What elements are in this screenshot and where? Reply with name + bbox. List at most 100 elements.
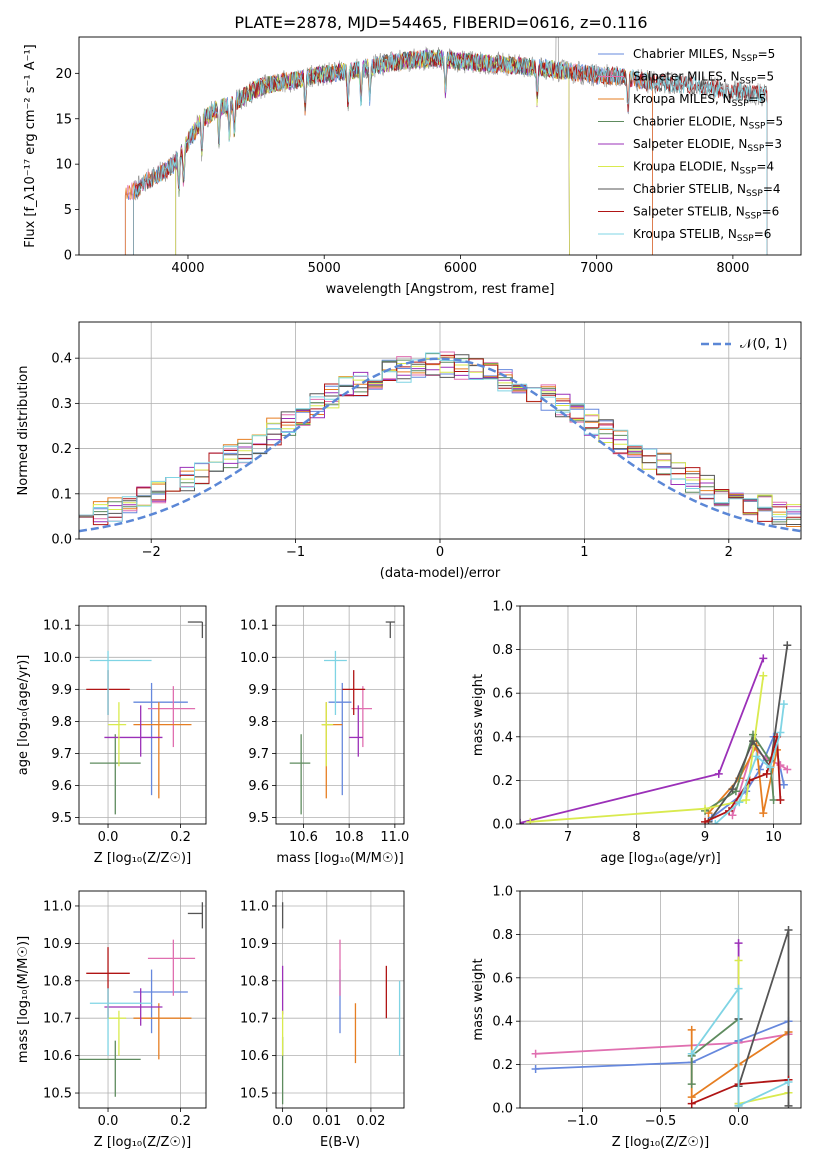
- point-marker: [735, 798, 744, 807]
- x-tick-label: 10: [765, 830, 782, 845]
- mass-vs-Z-data: [79, 902, 204, 1097]
- y-tick-label: 9.8: [51, 715, 72, 730]
- y-tick-label: 0.3: [51, 397, 72, 412]
- x-tick-label: 8: [632, 830, 640, 845]
- y-tick-label: 0.4: [51, 352, 72, 367]
- y-tick-label: 0.8: [492, 643, 513, 658]
- y-tick-label: 9.6: [248, 779, 269, 794]
- errorbar-kroupa-elodie: [108, 1010, 127, 1056]
- y-tick-label: 10.9: [240, 937, 269, 952]
- axes-frame: [519, 890, 802, 1109]
- massweight-vs-Z-data: [531, 926, 793, 1108]
- point-marker: [734, 984, 743, 993]
- point-marker: [734, 939, 743, 948]
- x-tick-label: 11.0: [380, 830, 409, 845]
- model-spectrum-kroupa-stelib: [133, 50, 768, 255]
- point-marker: [687, 1049, 696, 1058]
- y-tick-label: 0.2: [492, 1058, 513, 1073]
- y-tick-label: 9.9: [248, 683, 269, 698]
- point-marker: [531, 1064, 540, 1073]
- point-marker: [784, 926, 793, 935]
- point-marker: [776, 728, 785, 737]
- y-tick-label: 0.6: [492, 971, 513, 986]
- x-axis-label: (data-model)/error: [380, 566, 501, 581]
- y-tick-label: 10.7: [43, 1012, 72, 1027]
- point-marker: [734, 956, 743, 965]
- x-tick-label: 7: [564, 830, 572, 845]
- massweight-vs-age-data: [520, 641, 792, 824]
- massweight-vs-age-panel: 7 8 9 10 0.0 0.2 0.4 0.6 0.8 1.0 age [log₁₀(age/yr…: [471, 600, 802, 866]
- y-tick-label: 9.8: [248, 715, 269, 730]
- y-tick-label: 10.5: [43, 1087, 72, 1102]
- x-tick-label: 1: [580, 545, 588, 560]
- y-tick-label: 10: [55, 158, 72, 173]
- mass-vs-EBV-data: [281, 902, 401, 1105]
- y-tick-label: 9.5: [248, 811, 269, 826]
- y-tick-label: 0.1: [51, 487, 72, 502]
- errorbar-kroupa-stelib: [89, 988, 152, 1056]
- errorbar-salpeter-stelib: [342, 670, 366, 715]
- errorbar-salpeter-miles: [147, 939, 196, 996]
- mass-vs-Z-panel: 0.0 0.2 10.5 10.6 10.7 10.8 10.9 11.0 Z [log₁₀(Z…: [16, 890, 207, 1150]
- y-tick-label: 10.9: [43, 937, 72, 952]
- y-axis-label: mass weight: [471, 958, 486, 1040]
- x-tick-label: 10.8: [335, 830, 364, 845]
- y-tick-label: 0.2: [492, 774, 513, 789]
- y-tick-label: 0.0: [492, 818, 513, 833]
- errorbar-chabrier-miles: [133, 682, 188, 796]
- point-marker: [711, 820, 720, 824]
- massweight-vs-Z-panel: −1.0 −0.5 0.0 0.0 0.2 0.4 0.6 0.8 1.0 Z [log₁₀(Z/…: [471, 885, 802, 1150]
- x-axis-label: mass [log₁₀(M/M☉)]: [276, 851, 403, 866]
- errorbar-salpeter-elodie: [104, 988, 163, 1026]
- point-marker: [526, 817, 535, 824]
- legend-label: 𝒩(0, 1): [740, 337, 787, 352]
- legend-label: Kroupa ELODIE, NSSP=4: [633, 160, 774, 177]
- age-vs-mass-data: [289, 621, 395, 815]
- point-marker: [752, 752, 761, 761]
- residual-histogram-kroupa-stelib: [79, 352, 801, 522]
- x-tick-label: 0.0: [728, 1114, 749, 1129]
- point-marker: [687, 1080, 696, 1089]
- y-axis-label: Flux [f_λ10⁻¹⁷ erg cm⁻² s⁻¹ A⁻¹]: [23, 44, 38, 248]
- x-axis-label: E(B-V): [320, 1135, 360, 1150]
- y-axis-label: age [log₁₀(age/yr)]: [16, 655, 31, 776]
- y-tick-label: 0.0: [51, 533, 72, 548]
- residuals-data: [79, 351, 801, 533]
- errorbar-chabrier-elodie: [89, 734, 141, 815]
- point-marker: [759, 809, 768, 818]
- x-tick-label: 8000: [716, 261, 749, 276]
- point-marker: [687, 1025, 696, 1034]
- residual-histogram-kroupa-elodie: [79, 358, 801, 517]
- x-tick-label: 0.0: [98, 830, 119, 845]
- line-chabrier-stelib: [737, 929, 790, 1106]
- x-tick-label: −1.0: [567, 1114, 599, 1129]
- y-tick-label: 20: [55, 67, 72, 82]
- point-marker: [759, 671, 768, 680]
- y-tick-label: 10.6: [43, 1049, 72, 1064]
- x-tick-label: 10.6: [289, 830, 318, 845]
- y-tick-label: 0.4: [492, 730, 513, 745]
- x-tick-label: 7000: [580, 261, 613, 276]
- y-tick-label: 10.0: [240, 651, 269, 666]
- y-tick-label: 15: [55, 112, 72, 127]
- age-vs-Z-data: [86, 621, 204, 815]
- y-tick-label: 0: [64, 249, 72, 264]
- mass-vs-EBV-panel: 0.0 0.01 0.02 10.5 10.6 10.7 10.8 10.9 11.0 E(B-V…: [240, 890, 405, 1150]
- legend-label: Chabrier MILES, NSSP=5: [633, 47, 775, 64]
- y-tick-label: 11.0: [43, 899, 72, 914]
- x-tick-label: 6000: [444, 261, 477, 276]
- residual-histogram-chabrier-stelib: [79, 354, 801, 525]
- y-tick-label: 0.4: [492, 1015, 513, 1030]
- point-marker: [687, 1099, 696, 1108]
- y-axis-label: mass [log₁₀(M/M☉)]: [16, 936, 31, 1063]
- errorbar-chabrier-stelib: [187, 621, 204, 639]
- point-marker: [728, 811, 737, 820]
- y-axis-label: mass weight: [471, 674, 486, 756]
- y-tick-label: 9.6: [51, 779, 72, 794]
- point-marker: [714, 769, 723, 778]
- errorbar-chabrier-elodie: [79, 1040, 141, 1097]
- errorbar-chabrier-stelib: [385, 621, 395, 639]
- point-marker: [783, 641, 792, 650]
- spectrum-data: [124, 37, 768, 255]
- axes-frame: [78, 36, 802, 256]
